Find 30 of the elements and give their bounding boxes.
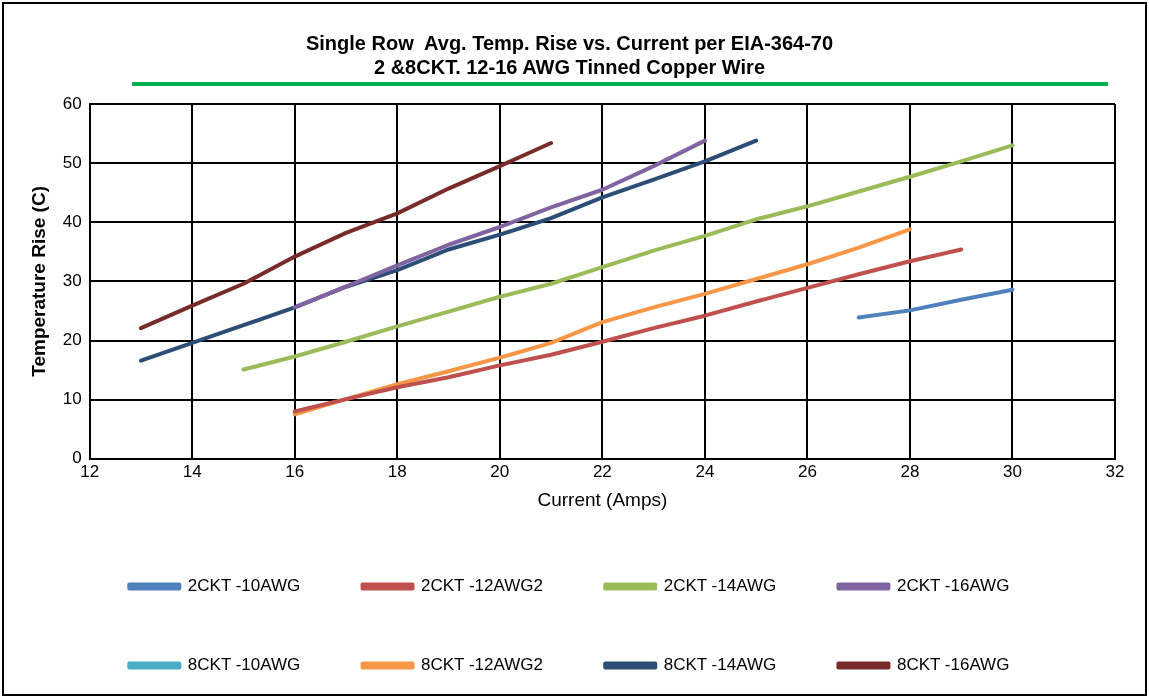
legend-label: 2CKT -12AWG2: [421, 576, 543, 596]
x-tick-label: 16: [285, 461, 305, 481]
y-tick-label: 60: [62, 93, 82, 113]
y-tick-label: 40: [62, 211, 82, 231]
x-tick-label: 24: [695, 461, 715, 481]
y-tick-label: 30: [62, 271, 82, 291]
x-tick-label: 18: [387, 461, 407, 481]
x-axis-title: Current (Amps): [537, 488, 668, 510]
legend-label: 2CKT -16AWG: [896, 576, 1010, 596]
x-tick-label: 28: [900, 461, 920, 481]
x-tick-label: 14: [182, 461, 202, 481]
x-tick-label: 20: [490, 461, 510, 481]
chart-subtitle: 2 &8CKT. 12-16 AWG Tinned Copper Wire: [373, 55, 766, 78]
x-tick-label: 22: [592, 461, 612, 481]
x-tick-label: 26: [797, 461, 817, 481]
x-tick-label: 12: [80, 461, 100, 481]
legend-label: 2CKT -14AWG: [663, 576, 777, 596]
y-tick-label: 0: [72, 448, 82, 468]
y-tick-label: 50: [62, 152, 82, 172]
chart-title: Single Row Avg. Temp. Rise vs. Current per EIA-364-70: [305, 31, 834, 54]
x-tick-label: 30: [1003, 461, 1022, 481]
y-tick-label: 10: [62, 389, 82, 409]
legend-label: 2CKT -10AWG: [187, 576, 301, 596]
y-axis-title: Temperature Rise (C): [27, 186, 49, 377]
legend-label: 8CKT -12AWG2: [421, 655, 543, 675]
legend-label: 8CKT -14AWG: [663, 655, 777, 675]
legend-label: 8CKT -10AWG: [187, 655, 301, 675]
legend-label: 8CKT -16AWG: [896, 655, 1010, 675]
y-tick-label: 20: [62, 330, 82, 350]
x-tick-label: 32: [1105, 461, 1125, 481]
